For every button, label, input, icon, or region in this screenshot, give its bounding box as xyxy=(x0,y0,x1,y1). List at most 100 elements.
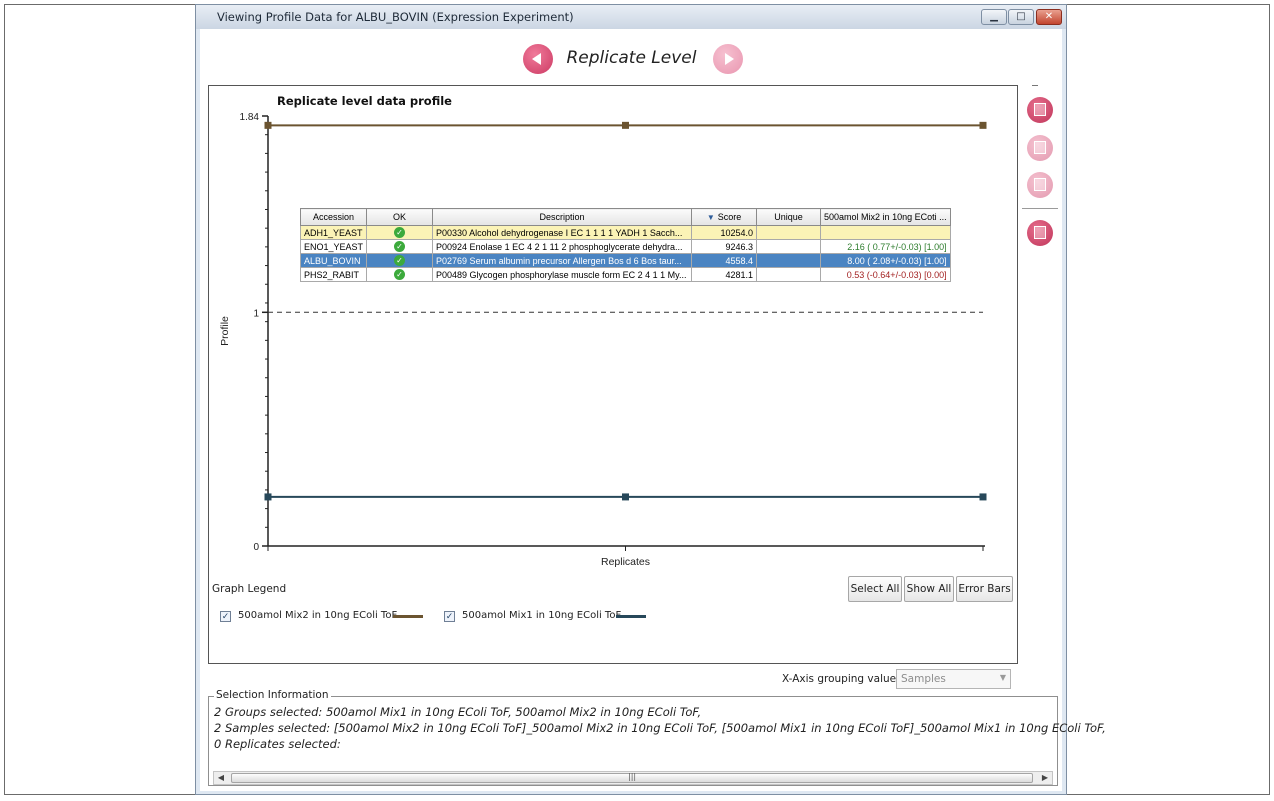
title-bar: Viewing Profile Data for ALBU_BOVIN (Exp… xyxy=(196,5,1066,29)
cell-unique xyxy=(756,239,822,254)
cell-ok: ✓ xyxy=(366,253,434,268)
close-icon: ✕ xyxy=(1044,11,1054,22)
table-row[interactable]: ALBU_BOVIN ✓ P02769 Serum albumin precurso… xyxy=(299,253,951,268)
horizontal-scrollbar[interactable]: ◀ ||| ▶ xyxy=(213,771,1053,785)
cell-accession: ADH1_YEAST xyxy=(299,225,368,240)
cell-accession: PHS2_RABIT xyxy=(299,267,368,282)
show-all-button[interactable]: Show All xyxy=(904,576,954,602)
histogram-glyph xyxy=(1034,178,1046,191)
graph-legend-title: Graph Legend xyxy=(212,583,287,595)
legend-label-mix1: 500amol Mix1 in 10ng EColi ToF xyxy=(462,610,622,621)
cell-accession: ENO1_YEAST xyxy=(299,239,368,254)
report-icon[interactable] xyxy=(1027,220,1053,246)
scroll-left-icon[interactable]: ◀ xyxy=(217,773,225,782)
y-tick-label: 1.84 xyxy=(240,112,260,123)
cell-description: P02769 Serum albumin precursor Allergen … xyxy=(432,253,693,268)
next-level-button[interactable] xyxy=(713,44,743,74)
series-point-1 xyxy=(979,493,987,501)
cell-description: P00924 Enolase 1 EC 4 2 1 11 2 phosphogl… xyxy=(432,239,693,254)
line-chart-glyph xyxy=(1034,103,1046,116)
series-point-0 xyxy=(622,121,629,129)
legend-swatch-mix2 xyxy=(393,615,423,618)
cell-ok: ✓ xyxy=(366,225,434,240)
sort-desc-icon: ▼ xyxy=(706,213,715,222)
bar-chart-glyph xyxy=(1034,141,1046,154)
chart-title: Replicate level data profile xyxy=(277,94,452,108)
cell-unique xyxy=(756,225,822,240)
cell-ok: ✓ xyxy=(366,239,434,254)
column-header-unique[interactable]: Unique xyxy=(756,208,822,226)
selection-information-panel: Selection Information 2 Groups selected:… xyxy=(208,689,1106,786)
xaxis-grouping-value: Samples xyxy=(901,673,946,685)
cell-unique xyxy=(756,253,822,268)
arrow-left-icon xyxy=(532,53,541,65)
y-tick-label: 1 xyxy=(253,308,259,319)
scrollbar-thumb[interactable]: ||| xyxy=(231,772,1033,783)
y-tick-label: 0 xyxy=(253,542,259,553)
cell-ratio xyxy=(820,225,951,240)
column-header-score-label: Score xyxy=(717,212,742,222)
checkmark-icon: ✓ xyxy=(394,255,406,266)
toolbar-separator xyxy=(1022,208,1058,209)
profile-chart: 0 1 1.84 Replicates Profile xyxy=(219,112,987,568)
series-point-0 xyxy=(264,121,272,129)
series-point-1 xyxy=(622,493,629,501)
bar-chart-icon[interactable] xyxy=(1027,135,1053,161)
column-header-score[interactable]: ▼ Score xyxy=(691,208,758,226)
checkmark-icon: ✓ xyxy=(394,241,406,252)
minimize-icon: ▁ xyxy=(990,11,998,22)
window-content: Replicate Level 0 1 1.84 Replicates Profile … xyxy=(200,29,1106,791)
table-header-row: Accession OK Description ▼ Score Unique 5… xyxy=(299,208,951,226)
legend-checkbox-mix2[interactable]: ✓ xyxy=(220,611,231,622)
minimize-button[interactable]: ▁ xyxy=(981,9,1007,25)
column-header-ok[interactable]: OK xyxy=(366,208,434,226)
level-title: Replicate Level xyxy=(566,48,697,68)
column-header-accession[interactable]: Accession xyxy=(299,208,368,226)
protein-table: Accession OK Description ▼ Score Unique 5… xyxy=(299,208,951,282)
side-toolbar xyxy=(1022,85,1058,255)
column-header-description[interactable]: Description xyxy=(432,208,693,226)
select-all-button[interactable]: Select All xyxy=(848,576,902,602)
table-row[interactable]: ADH1_YEAST ✓ P00330 Alcohol dehydrogenase … xyxy=(299,225,951,240)
profile-window: Viewing Profile Data for ALBU_BOVIN (Exp… xyxy=(195,4,1106,795)
scroll-right-icon[interactable]: ▶ xyxy=(1041,773,1049,782)
histogram-icon[interactable] xyxy=(1027,172,1053,198)
series-point-0 xyxy=(979,121,987,129)
cell-unique xyxy=(756,267,822,282)
previous-level-button[interactable] xyxy=(523,44,553,74)
close-button[interactable]: ✕ xyxy=(1036,9,1062,25)
x-axis-label: Replicates xyxy=(601,556,650,568)
xaxis-grouping-select[interactable]: Samples ▼ xyxy=(896,669,1011,689)
legend-checkbox-mix1[interactable]: ✓ xyxy=(444,611,455,622)
checkmark-icon: ✓ xyxy=(394,269,406,280)
column-header-ratio[interactable]: 500amol Mix2 in 10ng ECoti ... xyxy=(820,208,951,226)
table-row[interactable]: PHS2_RABIT ✓ P00489 Glycogen phosphorylase… xyxy=(299,267,951,282)
checkmark-icon: ✓ xyxy=(394,227,406,238)
error-bars-button[interactable]: Error Bars xyxy=(956,576,1013,602)
chevron-down-icon: ▼ xyxy=(999,673,1006,682)
cell-ratio: 2.16 ( 0.77+/-0.03) [1.00] xyxy=(820,239,951,254)
selection-samples-line: 2 Samples selected: [500amol Mix2 in 10n… xyxy=(214,721,1106,735)
cell-score: 4281.1 xyxy=(691,267,758,282)
cell-description: P00330 Alcohol dehydrogenase I EC 1 1 1 … xyxy=(432,225,693,240)
toolbar-grip xyxy=(1032,85,1038,86)
selection-groups-line: 2 Groups selected: 500amol Mix1 in 10ng … xyxy=(214,705,702,719)
xaxis-grouping-label: X-Axis grouping value: xyxy=(782,673,900,685)
report-glyph xyxy=(1034,226,1046,239)
maximize-icon: □ xyxy=(1016,11,1026,22)
series-point-1 xyxy=(264,493,272,501)
table-row[interactable]: ENO1_YEAST ✓ P00924 Enolase 1 EC 4 2 1 11 … xyxy=(299,239,951,254)
cell-accession: ALBU_BOVIN xyxy=(299,253,368,268)
arrow-right-icon xyxy=(725,53,734,65)
cell-description: P00489 Glycogen phosphorylase muscle for… xyxy=(432,267,693,282)
cell-ratio: 0.53 (-0.64+/-0.03) [0.00] xyxy=(820,267,951,282)
cell-score: 9246.3 xyxy=(691,239,758,254)
chart-panel: 0 1 1.84 Replicates Profile Replicate level … xyxy=(208,85,1018,664)
legend-label-mix2: 500amol Mix2 in 10ng EColi ToF xyxy=(238,610,398,621)
window-title: Viewing Profile Data for ALBU_BOVIN (Exp… xyxy=(217,10,574,24)
maximize-button[interactable]: □ xyxy=(1008,9,1034,25)
line-chart-icon[interactable] xyxy=(1027,97,1053,123)
selection-replicates-line: 0 Replicates selected: xyxy=(214,737,341,751)
scroll-grip-icon: ||| xyxy=(628,772,637,781)
y-axis-label: Profile xyxy=(219,316,231,346)
